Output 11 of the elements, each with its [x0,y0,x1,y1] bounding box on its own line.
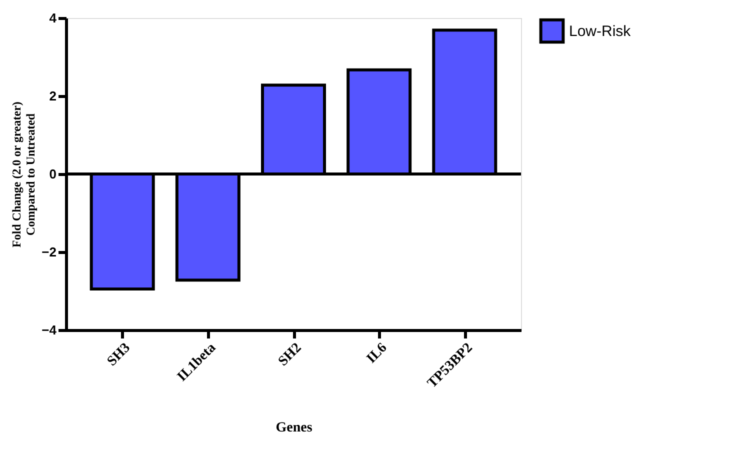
y-tick-label: 0 [49,166,56,182]
y-tick-label: −2 [42,244,56,260]
y-tick-label: 2 [49,88,56,104]
y-tick-label: 4 [49,10,58,26]
y-tick-label: −4 [42,322,58,338]
y-axis-title: Fold Change (2.0 or greater) Compared to Untreated [10,102,38,248]
x-tick-label: IL6 [364,340,390,367]
x-tick-label: SH3 [104,340,134,370]
legend-label: Low-Risk [569,23,632,40]
x-axis-title: Genes [276,420,313,436]
x-tick-label: SH2 [276,340,305,370]
